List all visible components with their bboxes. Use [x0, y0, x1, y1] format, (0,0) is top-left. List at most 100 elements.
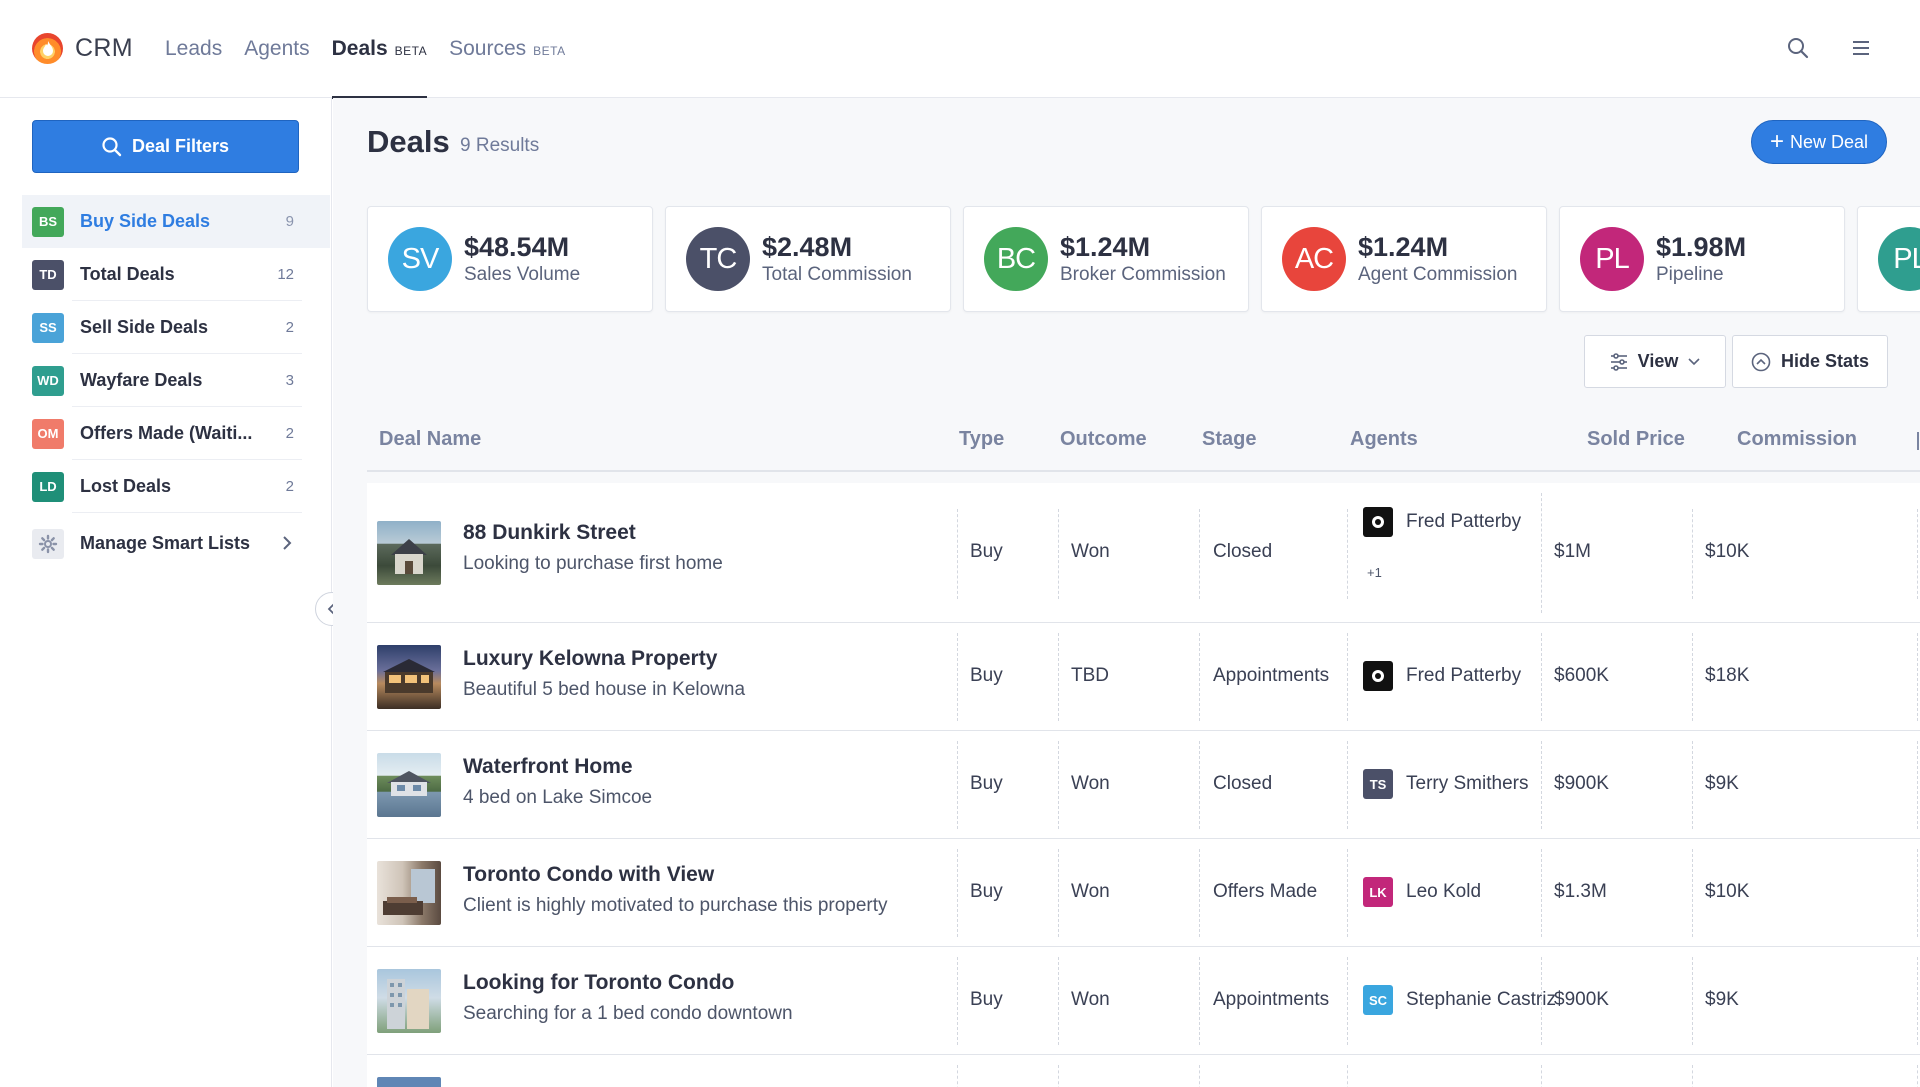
column-divider	[1917, 1065, 1918, 1087]
column-resize-handle[interactable]	[1917, 432, 1919, 450]
stat-avatar: AC	[1282, 227, 1346, 291]
table-row[interactable]: Luxury Kelowna Property Beautiful 5 bed …	[367, 623, 1920, 731]
column-divider	[957, 849, 958, 937]
deal-stage: Offers Made	[1213, 881, 1318, 902]
agent-name[interactable]: Fred Patterby	[1406, 511, 1522, 532]
stat-avatar: SV	[388, 227, 452, 291]
manage-smart-lists[interactable]: Manage Smart Lists	[22, 517, 330, 570]
nav-tab-agents[interactable]: Agents	[244, 0, 309, 98]
deals-table-body: 88 Dunkirk Street Looking to purchase fi…	[367, 483, 1920, 1087]
agent-name[interactable]: Terry Smithers	[1406, 773, 1529, 794]
column-header-agents[interactable]: Agents	[1350, 427, 1418, 450]
more-agents-count[interactable]: +1	[1367, 565, 1382, 580]
nav-tab-sources[interactable]: Sources BETA	[449, 0, 566, 98]
table-row[interactable]: 88 Dunkirk Street Looking to purchase fi…	[367, 483, 1920, 623]
nav-tab-label: Agents	[244, 37, 310, 60]
search-icon[interactable]	[1786, 36, 1810, 60]
table-row[interactable]	[367, 1055, 1920, 1087]
divider	[72, 300, 302, 301]
column-divider	[1347, 741, 1348, 829]
deal-description: 4 bed on Lake Simcoe	[463, 787, 653, 808]
new-deal-button[interactable]: + New Deal	[1751, 120, 1887, 164]
stat-avatar: TC	[686, 227, 750, 291]
agent-avatar	[1363, 507, 1393, 537]
column-divider	[1347, 1065, 1348, 1087]
deal-thumbnail	[377, 645, 441, 709]
divider	[72, 353, 302, 354]
chevron-right-icon	[283, 536, 292, 550]
table-row[interactable]: Waterfront Home 4 bed on Lake Simcoe Buy…	[367, 731, 1920, 839]
divider	[72, 406, 302, 407]
smart-list-item-wayfare-deals[interactable]: WD Wayfare Deals 3	[22, 354, 330, 407]
sold-price: $1M	[1554, 541, 1591, 562]
agent-avatar	[1363, 661, 1393, 691]
column-divider	[1541, 1065, 1542, 1087]
column-divider	[1058, 1065, 1059, 1087]
agent-name[interactable]: Leo Kold	[1406, 881, 1482, 902]
nav-tab-deals[interactable]: Deals BETA	[331, 0, 428, 99]
smart-list-badge: OM	[32, 418, 64, 449]
result-count: 9 Results	[460, 135, 540, 156]
column-divider	[957, 509, 958, 599]
smart-list-item-total-deals[interactable]: TD Total Deals 12	[22, 248, 330, 301]
sold-price: $900K	[1554, 773, 1609, 794]
smart-list-count: 9	[285, 213, 294, 230]
brand[interactable]: CRM	[32, 33, 133, 64]
column-divider	[1199, 849, 1200, 937]
deal-name[interactable]: 88 Dunkirk Street	[463, 521, 636, 544]
column-divider	[1541, 633, 1542, 721]
deal-name[interactable]: Waterfront Home	[463, 755, 633, 778]
agent-name[interactable]: Stephanie Castriz	[1406, 989, 1556, 1010]
deal-filters-button[interactable]: Deal Filters	[32, 120, 299, 173]
column-divider	[1199, 509, 1200, 599]
stat-card-pipeline: PL $1.98M Pipeline	[1559, 206, 1845, 312]
smart-list-item-buy-side-deals[interactable]: BS Buy Side Deals 9	[22, 195, 330, 248]
hamburger-menu-icon[interactable]	[1849, 36, 1873, 60]
table-row[interactable]: Looking for Toronto Condo Searching for …	[367, 947, 1920, 1055]
column-divider	[1541, 493, 1542, 613]
agent-name[interactable]: Fred Patterby	[1406, 665, 1522, 686]
stat-avatar: PL	[1580, 227, 1644, 291]
stat-avatar: BC	[984, 227, 1048, 291]
column-divider	[1692, 509, 1693, 599]
agent-logo-icon	[1372, 670, 1384, 682]
column-header-outcome[interactable]: Outcome	[1060, 427, 1147, 450]
sold-price: $1.3M	[1554, 881, 1607, 902]
smart-list-item-sell-side-deals[interactable]: SS Sell Side Deals 2	[22, 301, 330, 354]
smart-list-item-lost-deals[interactable]: LD Lost Deals 2	[22, 460, 330, 513]
column-header-commission[interactable]: Commission	[1737, 427, 1858, 450]
sliders-icon	[1610, 352, 1627, 371]
stat-card-total-commission: TC $2.48M Total Commission	[665, 206, 951, 312]
smart-list-item-offers-made[interactable]: OM Offers Made (Waiti... 2	[22, 407, 330, 460]
divider	[72, 512, 302, 513]
stat-card-partial: PL	[1857, 206, 1920, 312]
smart-list-badge: BS	[32, 206, 64, 237]
deal-name[interactable]: Looking for Toronto Condo	[463, 971, 735, 994]
search-icon	[102, 136, 122, 156]
column-header-stage[interactable]: Stage	[1202, 427, 1257, 450]
deal-filters-label: Deal Filters	[131, 136, 230, 156]
deal-name[interactable]: Luxury Kelowna Property	[463, 647, 718, 670]
column-header-type[interactable]: Type	[959, 427, 1005, 450]
deal-type: Buy	[970, 881, 1003, 902]
column-header-sold-price[interactable]: Sold Price	[1587, 427, 1685, 450]
table-row[interactable]: Toronto Condo with View Client is highly…	[367, 839, 1920, 947]
agent-avatar: TS	[1363, 769, 1393, 799]
deal-thumbnail	[377, 861, 441, 925]
view-label: View	[1637, 351, 1679, 371]
agent-avatar: LK	[1363, 877, 1393, 907]
hide-stats-button[interactable]: Hide Stats	[1732, 335, 1888, 388]
column-divider	[1692, 957, 1693, 1045]
deal-thumbnail	[377, 1077, 441, 1087]
stat-label: Pipeline	[1656, 264, 1724, 285]
commission: $9K	[1705, 773, 1739, 794]
beta-badge: BETA	[394, 44, 428, 58]
column-divider	[1917, 509, 1918, 599]
column-divider	[1917, 741, 1918, 829]
view-dropdown-button[interactable]: View	[1584, 335, 1726, 388]
nav-tab-leads[interactable]: Leads	[165, 0, 222, 98]
column-header-deal-name[interactable]: Deal Name	[379, 427, 482, 450]
column-divider	[1541, 957, 1542, 1045]
smart-list-label: Lost Deals	[80, 476, 172, 496]
deal-name[interactable]: Toronto Condo with View	[463, 863, 715, 886]
